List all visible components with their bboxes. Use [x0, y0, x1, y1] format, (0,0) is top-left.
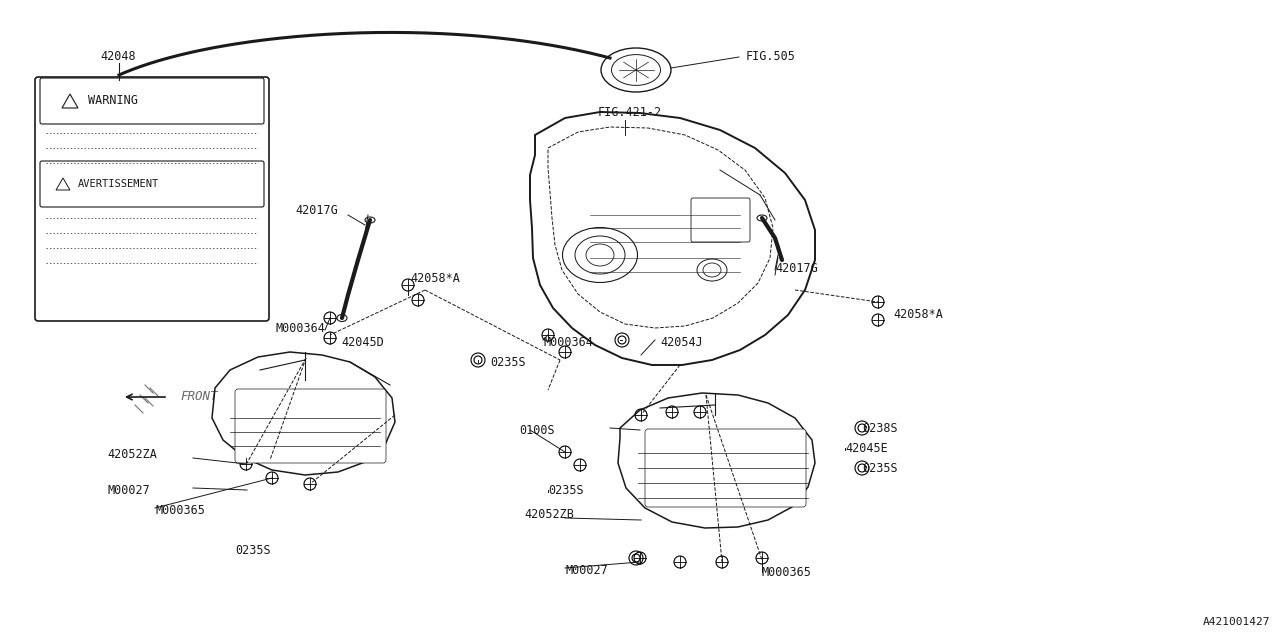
Ellipse shape	[756, 215, 767, 221]
FancyBboxPatch shape	[40, 161, 264, 207]
FancyBboxPatch shape	[236, 389, 387, 463]
Text: AVERTISSEMENT: AVERTISSEMENT	[78, 179, 159, 189]
Text: 0238S: 0238S	[861, 422, 897, 435]
Text: FIG.421-2: FIG.421-2	[598, 106, 662, 120]
Text: 0235S: 0235S	[861, 461, 897, 474]
Text: M000364: M000364	[275, 321, 325, 335]
Text: A421001427: A421001427	[1202, 617, 1270, 627]
FancyBboxPatch shape	[40, 78, 264, 124]
Text: FRONT: FRONT	[180, 390, 218, 403]
Text: 42052ZB: 42052ZB	[524, 509, 573, 522]
Text: 42017G: 42017G	[294, 204, 338, 216]
Text: M000365: M000365	[762, 566, 812, 579]
Text: 42054J: 42054J	[660, 337, 703, 349]
Text: 42045D: 42045D	[340, 337, 384, 349]
Text: 0235S: 0235S	[236, 543, 270, 557]
Text: M00027: M00027	[564, 563, 608, 577]
Text: 0235S: 0235S	[548, 483, 584, 497]
Ellipse shape	[337, 314, 347, 321]
Text: M000365: M000365	[155, 504, 205, 516]
Text: 42048: 42048	[100, 51, 136, 63]
Ellipse shape	[365, 217, 375, 223]
Text: 0100S: 0100S	[518, 424, 554, 436]
Text: 42017G: 42017G	[774, 262, 818, 275]
Text: M00027: M00027	[108, 483, 150, 497]
Text: 42052ZA: 42052ZA	[108, 449, 157, 461]
FancyBboxPatch shape	[645, 429, 806, 507]
Text: 42045E: 42045E	[845, 442, 888, 454]
FancyBboxPatch shape	[691, 198, 750, 242]
Text: 0235S: 0235S	[490, 356, 526, 369]
FancyBboxPatch shape	[35, 77, 269, 321]
Text: 42058*A: 42058*A	[410, 271, 460, 285]
Text: M000364: M000364	[543, 337, 593, 349]
Text: WARNING: WARNING	[88, 95, 138, 108]
Text: FIG.505: FIG.505	[746, 51, 796, 63]
Text: 42058*A: 42058*A	[893, 308, 943, 321]
